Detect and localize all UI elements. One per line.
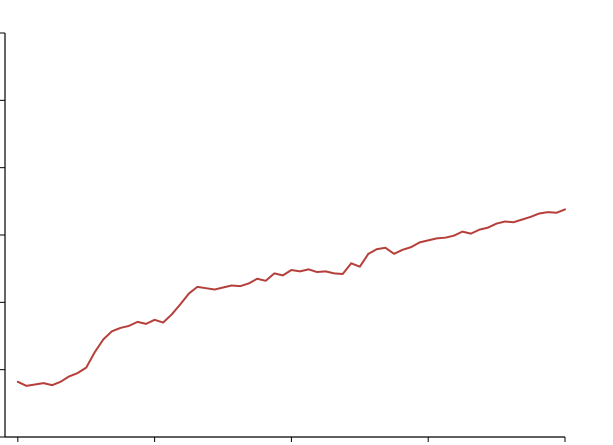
series-line bbox=[16, 208, 566, 387]
series-layer bbox=[16, 208, 566, 387]
axes-layer bbox=[0, 32, 566, 442]
